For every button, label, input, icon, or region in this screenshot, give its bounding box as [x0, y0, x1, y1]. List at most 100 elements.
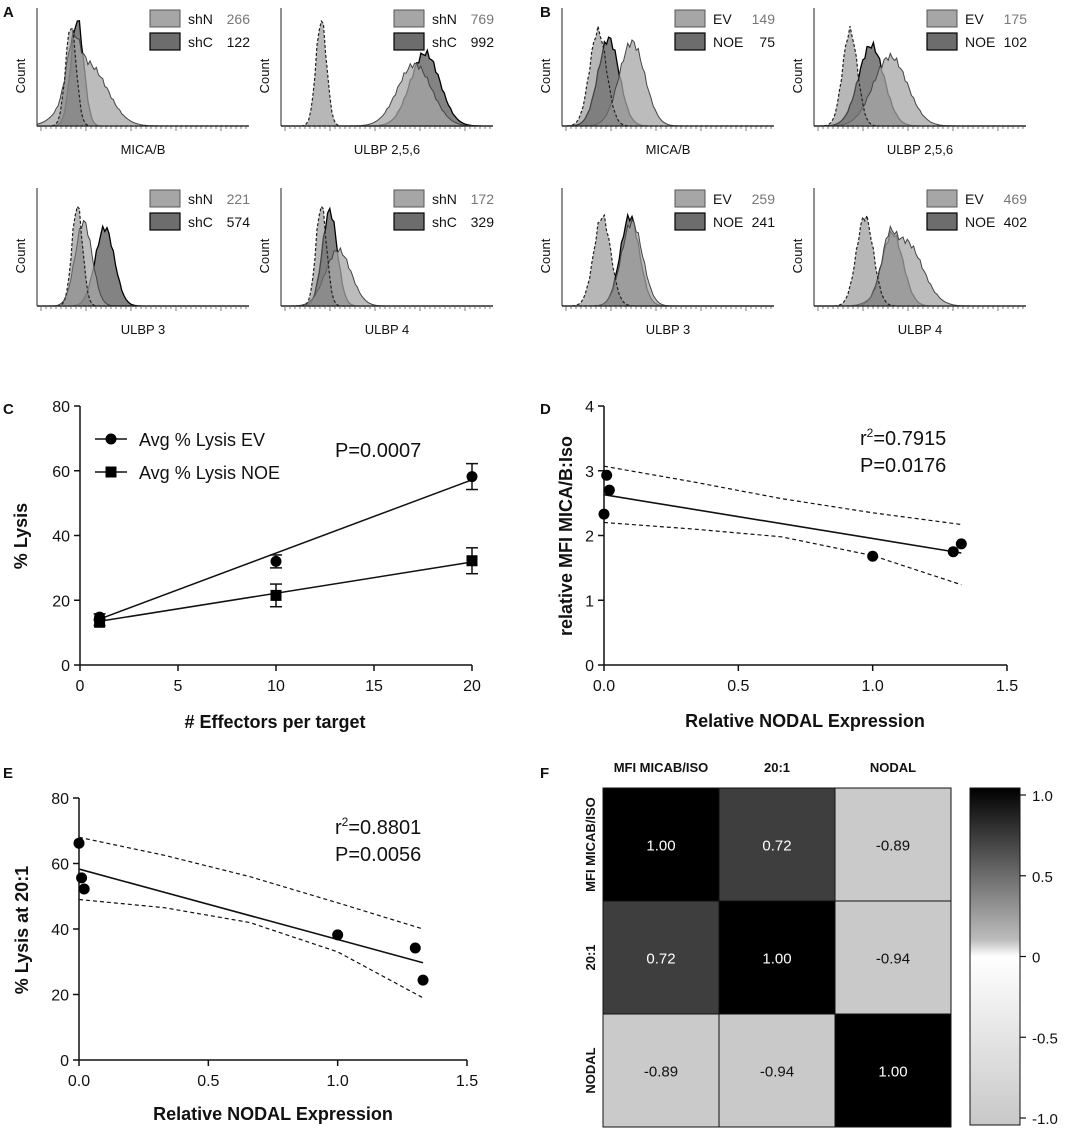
y-tick-label: 1	[585, 593, 594, 610]
legend-value: 221	[227, 191, 251, 207]
legend-label: Avg % Lysis EV	[139, 430, 265, 450]
legend-value: 259	[752, 191, 776, 207]
legend-value: 149	[752, 11, 776, 27]
legend-label: shC	[188, 214, 213, 230]
legend-label: NOE	[713, 34, 743, 50]
colorbar	[969, 787, 1021, 1126]
legend-label: EV	[965, 11, 984, 27]
x-axis-label: ULBP 3	[646, 322, 691, 337]
heatmap-cell-value: 1.00	[762, 951, 791, 968]
x-tick-label: 0.0	[68, 1073, 90, 1090]
y-axis-label: % Lysis	[11, 503, 31, 569]
x-axis-label: ULBP 4	[898, 322, 943, 337]
y-axis-label: % Lysis at 20:1	[12, 866, 32, 994]
data-point-square	[466, 555, 478, 567]
histogram-isotype-curve	[37, 27, 249, 127]
data-point-circle	[466, 471, 478, 483]
heatmap-cell	[834, 900, 952, 1015]
y-tick-label: 40	[51, 922, 69, 939]
panel-letter: F	[540, 765, 549, 782]
x-axis-label: MICA/B	[121, 142, 166, 157]
y-axis-label: Count	[790, 58, 805, 93]
x-tick-label: 5	[174, 678, 183, 695]
panel-letter: B	[540, 4, 551, 21]
y-tick-label: 2	[585, 529, 594, 546]
legend-swatch-light	[674, 189, 706, 208]
legend-label: shC	[188, 34, 213, 50]
x-tick-label: 0	[76, 678, 85, 695]
colorbar-tick-label: 0	[1032, 950, 1040, 967]
x-tick-label: 20	[463, 678, 481, 695]
r-squared-symbol: r	[860, 428, 867, 450]
legend-swatch-dark	[393, 212, 425, 231]
x-axis-label: ULBP 4	[365, 322, 410, 337]
x-tick-label: 1.5	[996, 678, 1018, 695]
heatmap-cell-value: -0.89	[644, 1064, 678, 1081]
data-point	[947, 546, 959, 558]
heatmap-cell-value: -0.94	[760, 1064, 794, 1081]
legend-label: NOE	[965, 34, 995, 50]
y-tick-label: 0	[60, 1053, 69, 1070]
legend-value: 102	[1004, 34, 1028, 50]
legend-value: 75	[759, 34, 775, 50]
confidence-band-upper	[78, 836, 424, 930]
legend-label: shN	[188, 191, 213, 207]
y-tick-label: 20	[51, 988, 69, 1005]
x-tick-label: 1.5	[456, 1073, 478, 1090]
data-point-circle	[270, 555, 282, 567]
legend-label: EV	[965, 191, 984, 207]
legend-swatch-light	[149, 189, 181, 208]
panel-letter: C	[3, 401, 14, 418]
legend-swatch-dark	[926, 212, 958, 231]
colorbar-tick-label: 0.5	[1032, 869, 1053, 886]
data-point	[332, 929, 344, 941]
heatmap-cell-value: 0.72	[762, 838, 791, 855]
y-axis-label: Count	[257, 58, 272, 93]
heatmap-cell-value: 1.00	[878, 1064, 907, 1081]
legend-label: shC	[432, 214, 457, 230]
x-tick-label: 10	[267, 678, 285, 695]
legend-label: shN	[432, 11, 457, 27]
colorbar-tick-label: -0.5	[1032, 1030, 1058, 1047]
y-tick-label: 60	[51, 857, 69, 874]
data-point	[73, 837, 85, 849]
data-point	[598, 508, 610, 520]
legend-swatch-dark	[149, 32, 181, 51]
y-tick-label: 40	[52, 529, 70, 546]
confidence-band-lower	[78, 898, 424, 999]
x-axis-label: # Effectors per target	[184, 712, 365, 732]
x-axis-label: Relative NODAL Expression	[685, 711, 925, 731]
legend-value: 769	[471, 11, 495, 27]
r-squared-annotation: r2=0.7915	[860, 426, 946, 450]
heatmap-row-label: NODAL	[583, 1047, 598, 1093]
data-point	[409, 942, 421, 954]
r-squared-annotation: r2=0.8801	[335, 815, 421, 839]
heatmap-column-label: MFI MICAB/ISO	[614, 760, 709, 775]
legend-value: 992	[471, 34, 495, 50]
heatmap-cell	[602, 900, 720, 1015]
legend-value: 122	[227, 34, 251, 50]
x-axis-label: ULBP 2,5,6	[354, 142, 420, 157]
heatmap-row-label: MFI MICAB/ISO	[583, 797, 598, 892]
y-axis-label: Count	[257, 238, 272, 273]
r-squared-exponent: 2	[342, 815, 349, 829]
y-axis-label: Count	[13, 58, 28, 93]
legend-swatch-light	[674, 9, 706, 28]
data-point	[417, 974, 429, 986]
y-axis-label: Count	[13, 238, 28, 273]
x-axis-label: Relative NODAL Expression	[153, 1104, 393, 1124]
panel-letter: E	[3, 765, 13, 782]
p-value-annotation: P=0.0007	[335, 440, 421, 462]
x-tick-label: 0.5	[727, 678, 749, 695]
y-tick-label: 4	[585, 399, 594, 416]
legend-swatch-dark	[926, 32, 958, 51]
x-axis-label: ULBP 3	[121, 322, 166, 337]
r-squared-value: =0.8801	[348, 817, 421, 839]
legend-label: NOE	[965, 214, 995, 230]
data-point-square	[270, 589, 282, 601]
panel-letter: A	[3, 4, 14, 21]
x-axis-label: ULBP 2,5,6	[887, 142, 953, 157]
p-value-annotation: P=0.0056	[335, 844, 421, 866]
legend-label: EV	[713, 11, 732, 27]
